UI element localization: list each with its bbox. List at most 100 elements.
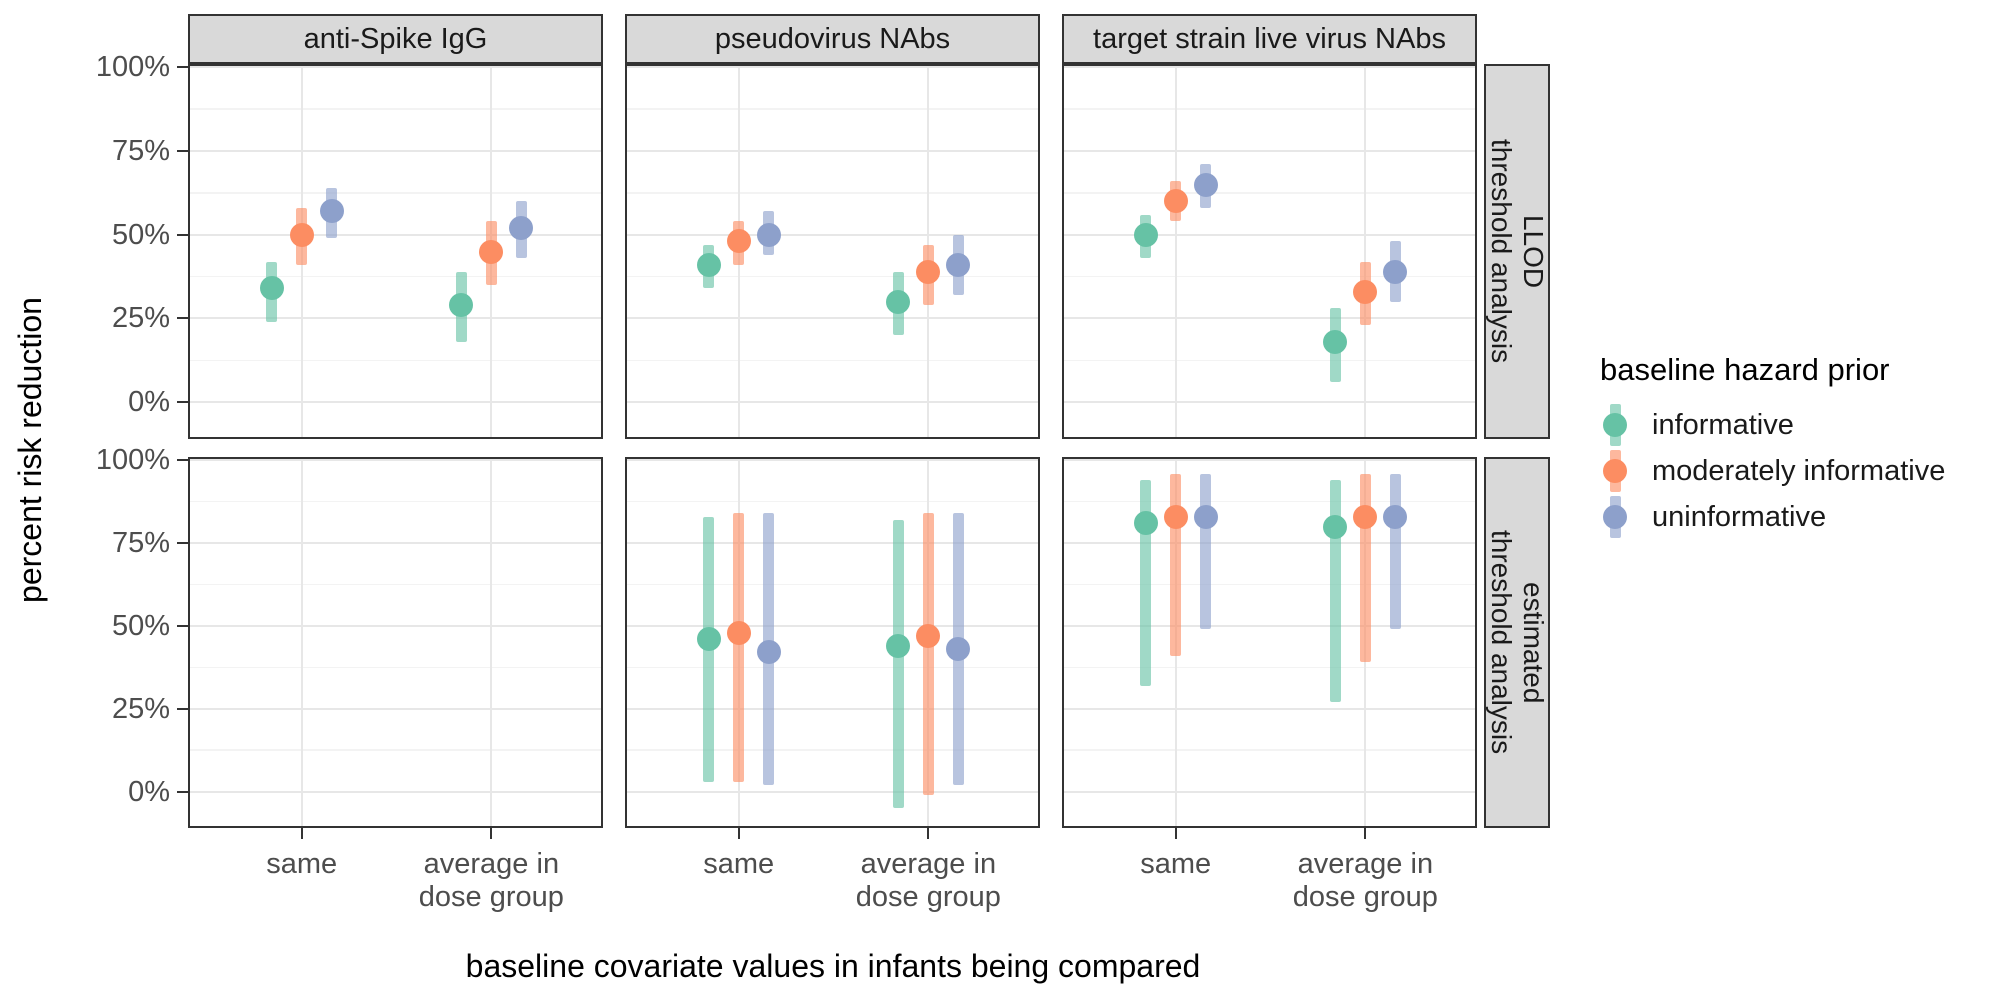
- gridline-minor: [1064, 583, 1475, 586]
- x-tick-mark: [927, 828, 930, 839]
- gridline-minor: [1064, 500, 1475, 503]
- point-estimate: [1383, 504, 1408, 529]
- ci-bar: [922, 513, 934, 795]
- gridline-minor: [1064, 275, 1475, 278]
- gridline-vertical: [1364, 66, 1367, 437]
- gridline-minor: [627, 749, 1038, 751]
- legend-item: moderately informative: [1600, 448, 1945, 494]
- gridline-major: [627, 459, 1038, 462]
- gridline-major: [1064, 707, 1475, 710]
- point-estimate: [1193, 504, 1218, 529]
- gridline-major: [627, 317, 1038, 320]
- point-estimate: [289, 222, 314, 247]
- x-axis-title: baseline covariate values in infants bei…: [465, 948, 1201, 984]
- gridline-major: [190, 401, 601, 404]
- pointrange-key-icon: [1600, 402, 1630, 448]
- gridline-minor: [190, 500, 601, 503]
- point-estimate: [756, 640, 781, 665]
- gridline-major: [1064, 66, 1475, 69]
- point-estimate: [916, 623, 941, 648]
- x-tick-label-line: dose group: [1292, 881, 1438, 913]
- gridline-major: [1064, 317, 1475, 320]
- point-estimate: [946, 637, 971, 662]
- legend-item: informative: [1600, 402, 1945, 448]
- x-tick-label-line: average in: [860, 848, 997, 880]
- gridline-major: [627, 542, 1038, 545]
- point-estimate: [1323, 329, 1348, 354]
- gridline-major: [190, 233, 601, 236]
- facet-strip-label: LLOD threshold analysis: [1485, 139, 1549, 363]
- gridline-major: [190, 317, 601, 320]
- point-estimate: [509, 216, 534, 241]
- gridline-minor: [1064, 108, 1475, 110]
- gridline-minor: [627, 108, 1038, 110]
- legend-items: informative moderately informative uninfor…: [1600, 402, 1945, 540]
- y-tick-label: 25%: [111, 692, 170, 725]
- ci-bar: [733, 513, 745, 782]
- legend-item-label: uninformative: [1652, 500, 1827, 533]
- x-tick-label-line: dose group: [418, 881, 564, 913]
- legend: baseline hazard prior informative moderat…: [1600, 352, 1945, 540]
- point-estimate: [726, 620, 751, 645]
- gridline-minor: [1064, 749, 1475, 751]
- ci-bar: [892, 519, 904, 809]
- panel-llod-pseudovirus: [625, 64, 1040, 439]
- point-estimate: [696, 627, 721, 652]
- gridline-minor: [190, 666, 601, 669]
- x-tick-mark: [737, 828, 740, 839]
- x-tick-label-line: dose group: [855, 881, 1001, 913]
- y-tick-label: 75%: [111, 527, 170, 560]
- point-estimate: [946, 252, 971, 277]
- gridline-minor: [627, 359, 1038, 362]
- x-tick-label-line: same: [266, 848, 338, 880]
- legend-item-label: informative: [1652, 408, 1794, 441]
- gridline-minor: [627, 500, 1038, 503]
- x-tick-label-line: average in: [423, 848, 560, 880]
- y-tick-mark: [177, 317, 188, 320]
- legend-key-dot: [1603, 413, 1627, 437]
- gridline-major: [627, 401, 1038, 404]
- gridline-major: [190, 542, 601, 545]
- point-estimate: [696, 252, 721, 277]
- gridline-major: [1064, 150, 1475, 153]
- y-tick-label: 100%: [95, 444, 170, 477]
- point-estimate: [1163, 504, 1188, 529]
- gridline-minor: [627, 275, 1038, 278]
- y-tick-label: 50%: [111, 609, 170, 642]
- x-tick-label: same: [609, 848, 869, 881]
- x-tick-mark: [1174, 828, 1177, 839]
- gridline-minor: [627, 192, 1038, 194]
- gridline-minor: [190, 583, 601, 586]
- facet-strip-line: threshold analysis: [1486, 530, 1517, 755]
- gridline-minor: [190, 749, 601, 751]
- point-estimate: [259, 276, 284, 301]
- gridline-minor: [190, 192, 601, 194]
- pointrange-key-icon: [1600, 448, 1630, 494]
- y-tick-mark: [177, 707, 188, 710]
- y-tick-mark: [177, 66, 188, 69]
- gridline-major: [1064, 542, 1475, 545]
- gridline-minor: [190, 359, 601, 362]
- y-tick-label: 100%: [95, 51, 170, 84]
- y-axis-title: percent risk reduction: [12, 297, 48, 603]
- facet-strip-line: estimated: [1518, 581, 1550, 704]
- facet-strip-row-llod-threshold-analysis: LLOD threshold analysis: [1484, 64, 1550, 439]
- y-tick-mark: [177, 459, 188, 462]
- x-tick-label-line: average in: [1297, 848, 1434, 880]
- legend-key-dot: [1603, 459, 1627, 483]
- gridline-major: [190, 790, 601, 793]
- point-estimate: [479, 239, 504, 264]
- gridline-major: [627, 790, 1038, 793]
- point-estimate: [916, 259, 941, 284]
- facet-strip-col-target-strain-live-virus-nabs: target strain live virus NAbs: [1062, 14, 1477, 64]
- y-tick-label: 50%: [111, 218, 170, 251]
- gridline-vertical: [490, 459, 493, 826]
- gridline-minor: [627, 583, 1038, 586]
- panel-estimated-anti-spike: [188, 457, 603, 828]
- x-tick-label: same: [172, 848, 432, 881]
- facet-strip-label: target strain live virus NAbs: [1093, 22, 1446, 55]
- ci-bar: [1389, 473, 1401, 630]
- gridline-major: [190, 66, 601, 69]
- panel-llod-anti-spike: [188, 64, 603, 439]
- point-estimate: [886, 633, 911, 658]
